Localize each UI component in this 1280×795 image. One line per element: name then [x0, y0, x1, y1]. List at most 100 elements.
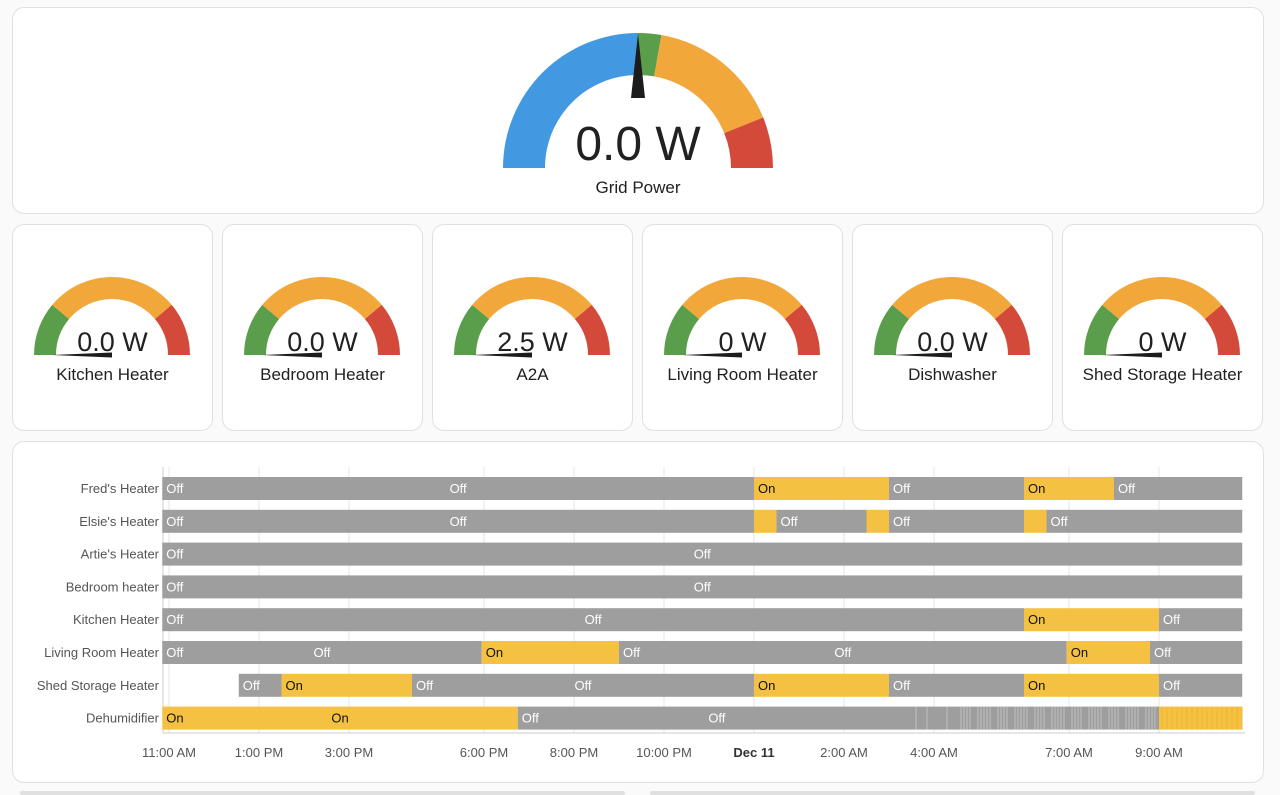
a2a-label: A2A — [516, 365, 549, 384]
timeline-segment[interactable] — [281, 673, 413, 697]
segment-label: On — [1071, 645, 1088, 660]
x-tick-label: Dec 11 — [733, 745, 774, 760]
dishwasher-card[interactable]: 0.0 W Dishwasher — [852, 224, 1053, 431]
timeline-segment[interactable] — [1024, 477, 1114, 500]
timeline-segment[interactable] — [412, 673, 754, 697]
row-label: Kitchen Heater — [73, 612, 160, 627]
segment-label: Off — [585, 612, 602, 627]
kitchen-heater-card[interactable]: 0.0 W Kitchen Heater — [12, 224, 213, 431]
x-tick-label: 9:00 AM — [1135, 745, 1183, 760]
x-tick-label: 10:00 PM — [636, 745, 692, 760]
segment-label: Off — [708, 711, 725, 726]
gauge-needle — [1102, 352, 1162, 358]
timeline-segment[interactable] — [238, 673, 282, 697]
timeline-segment[interactable] — [916, 706, 1159, 730]
gauge-band-orange — [472, 277, 592, 320]
timeline-segment[interactable] — [162, 542, 1243, 566]
timeline-segment[interactable] — [619, 641, 1067, 664]
timeline-segment[interactable] — [889, 477, 1024, 500]
bedroom-heater-value: 0.0 W — [287, 327, 358, 357]
timeline-segment[interactable] — [1150, 641, 1243, 664]
timeline-segment[interactable] — [1159, 706, 1243, 730]
gauge-band-orange — [682, 277, 802, 320]
a2a-card[interactable]: 2.5 W A2A — [432, 224, 633, 431]
segment-label: On — [758, 481, 775, 496]
gauge-band-red — [574, 304, 610, 355]
row-label: Shed Storage Heater — [37, 678, 160, 693]
segment-label: On — [331, 711, 348, 726]
segment-label: Off — [166, 547, 183, 562]
timeline-segment[interactable] — [162, 477, 754, 500]
timeline-segment[interactable] — [754, 509, 777, 533]
segment-label: Off — [834, 645, 851, 660]
timeline-segment[interactable] — [1159, 608, 1243, 632]
timeline-segment[interactable] — [1024, 608, 1159, 632]
gauge-band-green — [454, 304, 490, 355]
gauge-band-red — [994, 304, 1030, 355]
timeline-segment[interactable] — [162, 706, 518, 730]
x-tick-label: 7:00 AM — [1045, 745, 1093, 760]
segment-label: Off — [166, 645, 183, 660]
segment-label: Off — [1118, 481, 1135, 496]
timeline-segment[interactable] — [481, 641, 619, 664]
gauge-band-orange — [262, 277, 382, 320]
segment-label: Off — [166, 579, 183, 594]
segment-label: Off — [574, 678, 591, 693]
history-timeline-chart[interactable]: Fred's Heater Off Off On Off On Off Elsie's Hea… — [13, 442, 1263, 782]
timeline-segment[interactable] — [162, 641, 482, 664]
gauge-band-red — [784, 304, 820, 355]
gauge-band-orange — [654, 35, 764, 134]
segment-label: Off — [416, 678, 433, 693]
timeline-segment[interactable] — [866, 509, 890, 533]
timeline-segment[interactable] — [776, 509, 867, 533]
row-label: Living Room Heater — [44, 645, 160, 660]
segment-label: Off — [694, 547, 711, 562]
segment-label: On — [758, 678, 775, 693]
shed-storage-heater-gauge — [1084, 277, 1240, 358]
timeline-segment[interactable] — [1024, 673, 1159, 697]
a2a-value: 2.5 W — [497, 327, 568, 357]
timeline-segment[interactable] — [754, 673, 889, 697]
segment-label: Off — [781, 514, 798, 529]
gauge-band-red — [1204, 304, 1240, 355]
gauge-band-orange — [52, 277, 172, 320]
segment-label: Off — [522, 711, 539, 726]
timeline-segment[interactable] — [1024, 509, 1047, 533]
gauge-band-orange — [892, 277, 1012, 320]
timeline-segment[interactable] — [1159, 673, 1243, 697]
x-tick-label: 3:00 PM — [325, 745, 373, 760]
gauge-band-orange — [1102, 277, 1222, 320]
gauge-needle — [892, 352, 952, 358]
bedroom-heater-gauge — [244, 277, 400, 358]
grid-power-card[interactable]: 0.0 W Grid Power — [12, 7, 1264, 214]
shed-storage-heater-card[interactable]: 0 W Shed Storage Heater — [1062, 224, 1263, 431]
timeline-segment[interactable] — [162, 575, 1243, 599]
gauge-band-red — [364, 304, 400, 355]
grid-power-label: Grid Power — [595, 178, 681, 197]
gauge-band-blue — [503, 33, 638, 168]
segment-label: On — [166, 711, 183, 726]
timeline-segment[interactable] — [1046, 509, 1243, 533]
timeline-segment[interactable] — [889, 509, 1024, 533]
gauge-needle — [262, 352, 322, 358]
timeline-segment[interactable] — [162, 608, 1024, 632]
segment-label: On — [286, 678, 303, 693]
next-card-edge — [650, 791, 1255, 795]
timeline-segment[interactable] — [754, 477, 889, 500]
timeline-segment[interactable] — [1066, 641, 1150, 664]
x-tick-label: 2:00 AM — [820, 745, 868, 760]
gauge-needle — [631, 34, 645, 98]
gauge-needle — [52, 352, 112, 358]
segment-label: Off — [694, 579, 711, 594]
living-room-heater-card[interactable]: 0 W Living Room Heater — [642, 224, 843, 431]
timeline-segment[interactable] — [162, 509, 754, 533]
timeline-segment[interactable] — [889, 673, 1024, 697]
timeline-segment[interactable] — [517, 706, 916, 730]
history-timeline-card: Fred's Heater Off Off On Off On Off Elsie's Hea… — [12, 441, 1264, 783]
timeline-segment[interactable] — [1114, 477, 1243, 500]
kitchen-heater-gauge — [34, 277, 190, 358]
grid-power-value: 0.0 W — [575, 118, 701, 171]
bedroom-heater-card[interactable]: 0.0 W Bedroom Heater — [222, 224, 423, 431]
segment-label: Off — [450, 481, 467, 496]
segment-label: Off — [893, 481, 910, 496]
